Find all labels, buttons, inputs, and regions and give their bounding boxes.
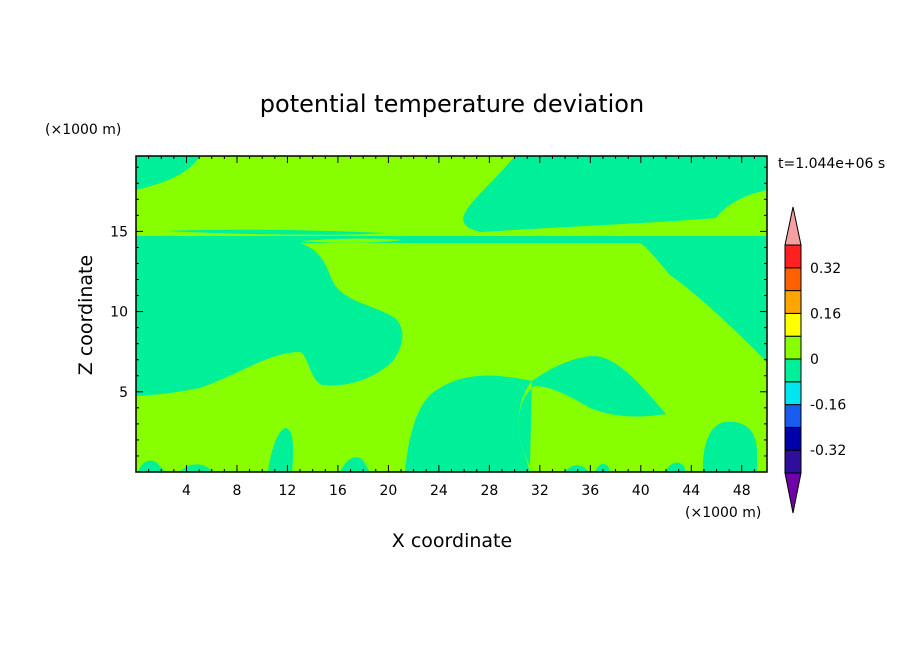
negative-region	[463, 156, 767, 232]
x-tick-label: 28	[480, 483, 498, 499]
x-tick-label: 44	[682, 483, 700, 499]
x-unit-label: (×1000 m)	[685, 505, 761, 521]
colorbar-label: -0.16	[810, 398, 846, 414]
x-axis-ticks: 4 8 12 16 20 24 28 32 36 40 44 48	[148, 156, 755, 499]
colorbar-segment	[784, 290, 802, 314]
colorbar-segment	[784, 244, 802, 269]
x-tick-label: 32	[531, 483, 549, 499]
y-tick-label: 5	[119, 385, 128, 401]
x-tick-label: 48	[733, 483, 751, 499]
colorbar-under-arrow	[784, 472, 802, 514]
colorbar-segment	[784, 312, 802, 337]
colorbar-label: -0.32	[810, 443, 846, 459]
colorbar-label: 0.32	[810, 261, 841, 277]
chart-title: potential temperature deviation	[260, 90, 644, 118]
y-axis-label: Z coordinate	[75, 255, 97, 375]
positive-region	[300, 238, 402, 243]
negative-region	[136, 156, 200, 190]
negative-region	[138, 460, 166, 472]
y-unit-label: (×1000 m)	[45, 122, 121, 138]
colorbar-segment	[784, 381, 802, 406]
colorbar-segment	[784, 426, 802, 451]
x-tick-label: 40	[632, 483, 650, 499]
negative-region	[165, 229, 385, 235]
colorbar: -0.32 -0.16 0 0.16 0.32	[784, 206, 846, 514]
x-tick-label: 16	[329, 483, 347, 499]
colorbar-over-arrow	[784, 206, 802, 246]
x-tick-label: 20	[379, 483, 397, 499]
colorbar-segment	[784, 358, 802, 383]
x-axis-label: X coordinate	[392, 530, 512, 552]
negative-region	[702, 421, 757, 472]
colorbar-segment	[784, 404, 802, 428]
y-tick-label: 10	[110, 305, 128, 321]
x-tick-label: 8	[232, 483, 241, 499]
negative-region	[565, 465, 588, 472]
negative-region	[595, 464, 610, 472]
negative-region	[136, 236, 767, 396]
colorbar-label: 0	[810, 352, 819, 368]
x-tick-label: 12	[279, 483, 297, 499]
y-tick-label: 15	[110, 224, 128, 240]
x-tick-label: 4	[182, 483, 191, 499]
negative-region	[268, 428, 294, 472]
y-axis-ticks: 5 10 15	[110, 166, 767, 457]
colorbar-segment	[784, 449, 802, 474]
negative-region	[405, 375, 532, 472]
negative-region	[180, 464, 214, 472]
colorbar-segment	[784, 335, 802, 360]
negative-region	[518, 356, 666, 466]
negative-region	[665, 462, 686, 472]
negative-region	[455, 462, 472, 472]
negative-region	[340, 457, 370, 472]
colorbar-label: 0.16	[810, 306, 841, 322]
x-tick-label: 36	[581, 483, 599, 499]
colorbar-segment	[784, 267, 802, 292]
x-tick-label: 24	[430, 483, 448, 499]
plot-area	[135, 155, 768, 473]
time-label: t=1.044e+06 s	[778, 156, 885, 172]
